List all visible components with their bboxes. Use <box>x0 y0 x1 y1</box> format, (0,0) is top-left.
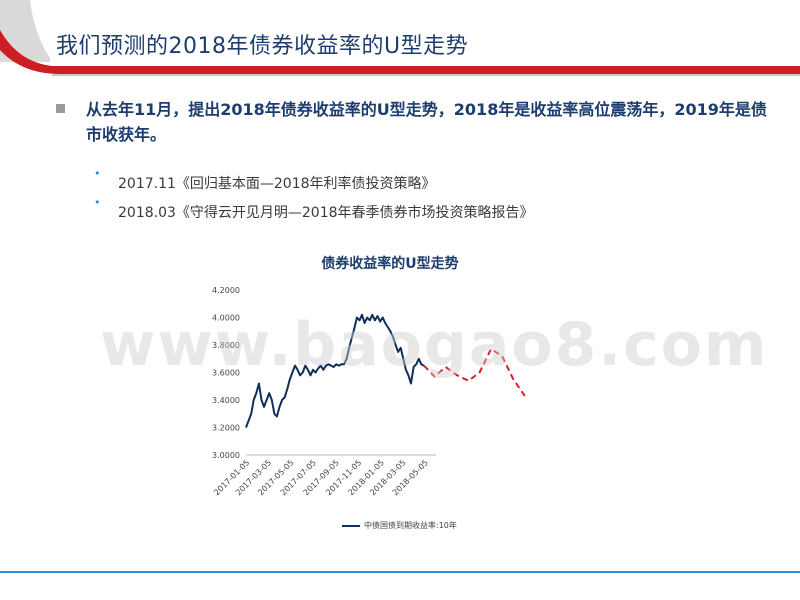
header-decoration <box>0 0 800 76</box>
forecast-series-line <box>423 348 526 397</box>
y-tick-label: 4.0000 <box>212 314 240 323</box>
y-tick-label: 3.0000 <box>212 451 240 460</box>
chart-title: 债券收益率的U型走势 <box>321 256 459 272</box>
header-swoosh-gray <box>0 0 50 62</box>
y-tick-label: 4.2000 <box>212 286 240 295</box>
y-tick-label: 3.4000 <box>212 396 240 405</box>
sub-item-1: • 2017.11《回归基本面—2018年利率债投资策略》 <box>94 167 436 193</box>
main-bullet-text: 从去年11月，提出2018年债券收益率的U型走势，2018年是收益率高位震荡年，… <box>86 100 767 144</box>
y-tick-label: 3.8000 <box>212 341 240 350</box>
header-line-gray <box>52 74 800 76</box>
legend-swatch <box>342 524 360 527</box>
main-bullet: 从去年11月，提出2018年债券收益率的U型走势，2018年是收益率高位震荡年，… <box>56 97 776 147</box>
footer-line <box>0 571 800 573</box>
slide-title: 我们预测的2018年债券收益率的U型走势 <box>56 34 469 59</box>
yield-series-line <box>245 313 425 428</box>
chart-legend: 中债国债到期收益率:10年 <box>342 520 457 531</box>
header-swoosh-red <box>0 30 800 74</box>
bullet-square-icon <box>56 104 65 113</box>
y-tick-label: 3.6000 <box>212 369 240 378</box>
sub-item-text: 2018.03《守得云开见月明—2018年春季债券市场投资策略报告》 <box>118 205 534 221</box>
legend-label: 中债国债到期收益率:10年 <box>364 521 457 530</box>
sub-bullet-dot-icon: • <box>94 196 101 209</box>
sub-item-text: 2017.11《回归基本面—2018年利率债投资策略》 <box>118 176 436 192</box>
watermark: www.baogao8.com <box>100 310 769 380</box>
sub-bullet-dot-icon: • <box>94 167 101 180</box>
y-tick-label: 3.2000 <box>212 424 240 433</box>
sub-item-2: • 2018.03《守得云开见月明—2018年春季债券市场投资策略报告》 <box>94 196 534 222</box>
